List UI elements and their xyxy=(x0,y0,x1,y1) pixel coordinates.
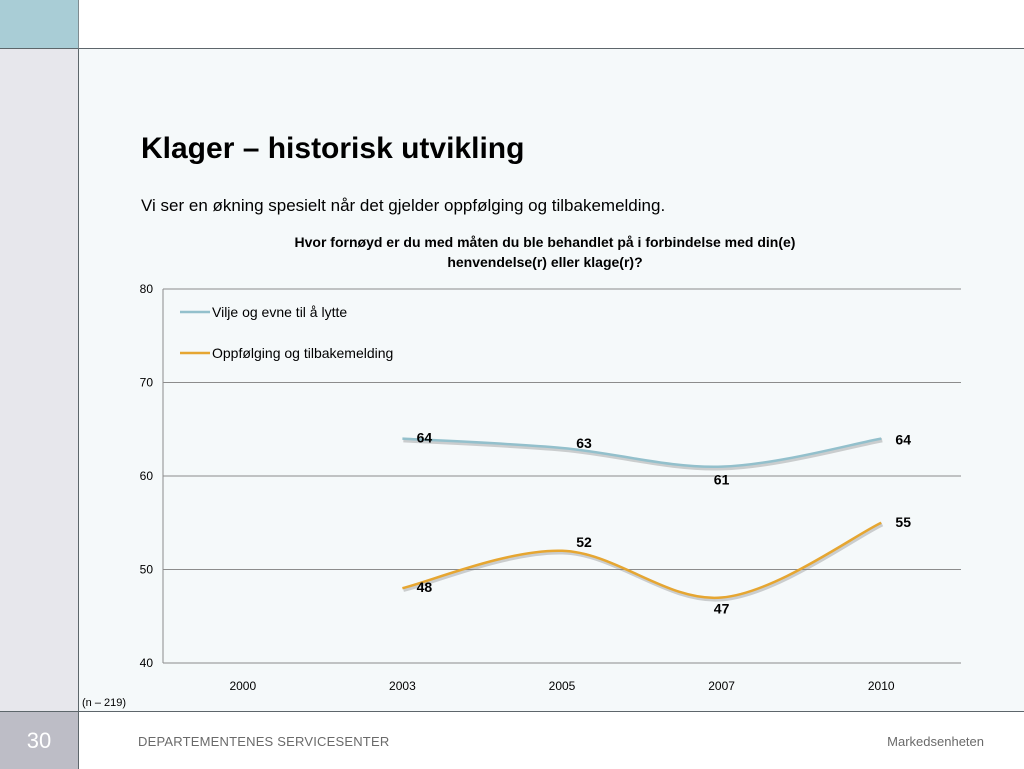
data-label: 64 xyxy=(895,432,911,448)
y-tick-label: 80 xyxy=(140,282,154,296)
x-tick-label: 2007 xyxy=(708,679,735,693)
series-line xyxy=(402,437,882,468)
page-title: Klager – historisk utvikling xyxy=(141,132,525,165)
x-tick-label: 2003 xyxy=(389,679,416,693)
series-line-shadow xyxy=(402,522,884,602)
header-accent-block xyxy=(0,0,79,49)
footer-accent-block xyxy=(0,711,79,769)
page-subtitle: Vi ser en økning spesielt når det gjelde… xyxy=(141,196,666,215)
x-tick-label: 2000 xyxy=(229,679,256,693)
x-tick-label: 2005 xyxy=(549,679,576,693)
sample-size-note: (n – 219) xyxy=(82,697,127,709)
chart-title-line-2: henvendelse(r) eller klage(r)? xyxy=(447,254,643,270)
slide-number: 30 xyxy=(26,728,52,753)
legend-label: Oppfølging og tilbakemelding xyxy=(212,345,393,361)
data-label: 52 xyxy=(576,534,592,550)
slide-content-area xyxy=(79,49,1024,711)
footer-unit: Markedsenheten xyxy=(887,734,984,749)
chart-title: Hvor fornøyd er du med måten du ble beha… xyxy=(180,232,910,272)
series-line-shadow xyxy=(403,437,883,471)
data-label: 63 xyxy=(576,435,592,451)
data-label: 64 xyxy=(417,430,433,446)
data-label: 48 xyxy=(417,579,433,595)
footer-bar xyxy=(79,711,1024,769)
y-tick-label: 70 xyxy=(140,376,154,390)
y-tick-label: 50 xyxy=(140,563,154,577)
data-label: 47 xyxy=(714,601,730,617)
x-tick-label: 2010 xyxy=(868,679,895,693)
legend-label: Vilje og evne til å lytte xyxy=(212,304,347,320)
chart-title-line-1: Hvor fornøyd er du med måten du ble beha… xyxy=(294,234,796,250)
footer-organization: DEPARTEMENTENES SERVICESENTER xyxy=(138,734,390,749)
data-label: 61 xyxy=(714,472,730,488)
data-label: 55 xyxy=(895,514,911,530)
left-sidebar-strip xyxy=(0,49,79,711)
header-bar xyxy=(79,0,1024,49)
series-line xyxy=(402,521,882,600)
y-tick-label: 40 xyxy=(140,656,154,670)
y-tick-label: 60 xyxy=(140,469,154,483)
